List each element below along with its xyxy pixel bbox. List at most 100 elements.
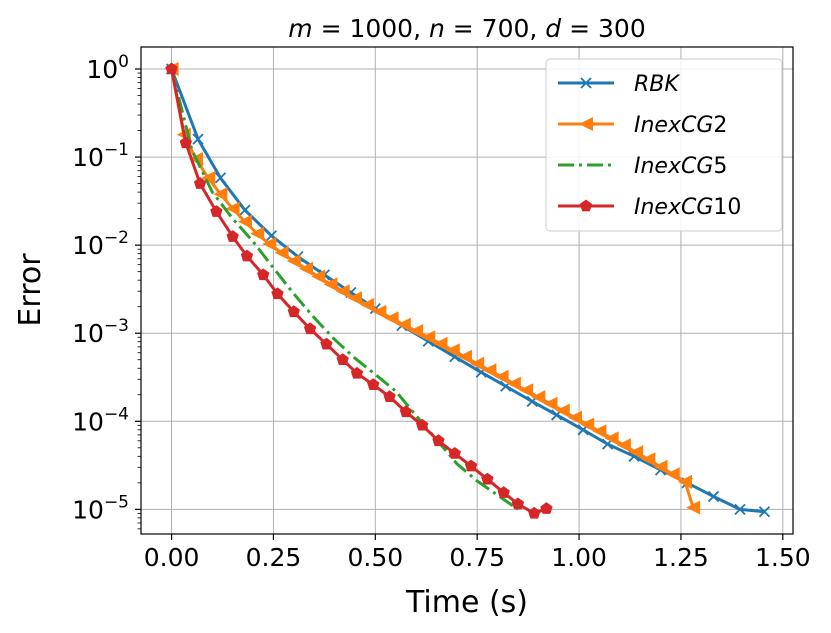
- data-point: [201, 170, 216, 185]
- data-point: [383, 390, 396, 402]
- y-tick-exponent: −3: [104, 316, 129, 336]
- data-point: [237, 214, 252, 229]
- marker-stroke: [707, 490, 720, 503]
- data-point: [335, 284, 350, 299]
- legend-label-number: 10: [713, 195, 741, 220]
- data-point: [421, 330, 436, 345]
- data-point: [629, 445, 644, 460]
- series-inexcg10: [165, 62, 553, 519]
- data-point: [257, 268, 270, 281]
- legend-label: InexCG10: [634, 195, 741, 220]
- data-point: [179, 136, 193, 149]
- data-point: [193, 177, 207, 189]
- data-point: [262, 237, 277, 252]
- y-tick-exponent: 0: [118, 52, 129, 72]
- data-point: [360, 297, 375, 312]
- data-point: [758, 506, 771, 518]
- data-point: [336, 353, 349, 365]
- data-point: [165, 62, 178, 75]
- data-point: [506, 376, 521, 391]
- data-point: [320, 337, 333, 350]
- series-line: [170, 68, 548, 515]
- data-point: [432, 434, 445, 447]
- chart-title: m = 1000, n = 700, d = 300: [288, 14, 645, 43]
- plot-frame: [140, 46, 794, 535]
- data-point: [396, 317, 411, 332]
- data-point: [531, 390, 546, 405]
- x-tick-label: 0.75: [449, 543, 505, 572]
- marker-stroke: [758, 506, 771, 518]
- y-tick-base: 10: [72, 319, 104, 348]
- legend-box: [545, 58, 783, 232]
- y-tick-base: 10: [72, 143, 104, 172]
- data-point: [350, 366, 364, 379]
- data-point: [653, 459, 668, 474]
- data-point: [481, 472, 494, 485]
- data-point: [464, 459, 478, 472]
- data-point: [445, 343, 460, 358]
- x-tick-label: 1.50: [755, 543, 811, 572]
- data-point: [415, 418, 429, 431]
- legend-item: InexCG2: [558, 113, 727, 138]
- data-point: [592, 424, 607, 439]
- marker-stroke: [239, 204, 251, 216]
- data-point: [641, 452, 656, 467]
- title-part: = 700,: [445, 14, 545, 43]
- y-tick-base: 10: [72, 495, 104, 524]
- data-point: [616, 438, 631, 453]
- data-point: [372, 304, 387, 319]
- y-tick-label: 10−2: [72, 228, 129, 260]
- data-point: [226, 230, 239, 242]
- y-tick-exponent: −4: [104, 404, 129, 424]
- data-point: [678, 474, 693, 489]
- legend-label-base: InexCG: [634, 195, 713, 220]
- data-point: [580, 417, 595, 432]
- x-axis-label: Time (s): [405, 585, 528, 620]
- data-point: [214, 172, 227, 184]
- x-tick-label: 0.00: [144, 543, 200, 572]
- y-tick-exponent: −2: [104, 228, 129, 248]
- y-tick-base: 10: [86, 55, 118, 84]
- legend-label-number: 5: [713, 154, 727, 179]
- data-point: [250, 226, 265, 241]
- marker-stroke: [214, 172, 227, 184]
- marker-stroke: [734, 503, 746, 515]
- data-point: [239, 204, 251, 216]
- legend-item: RBK: [558, 72, 680, 97]
- marker-stroke: [192, 133, 204, 145]
- y-tick-label: 10−3: [72, 316, 129, 348]
- title-part: d: [545, 14, 561, 43]
- y-tick-exponent: −5: [104, 492, 129, 512]
- data-point: [347, 291, 362, 306]
- data-point: [303, 322, 317, 335]
- legend: RBK InexCG2 InexCG5 InexCG10: [545, 58, 783, 232]
- data-point: [482, 363, 497, 378]
- data-point: [287, 305, 300, 318]
- data-point: [707, 490, 720, 503]
- legend-label: InexCG2: [634, 113, 727, 138]
- data-point: [210, 205, 223, 217]
- y-tick-label: 10−4: [72, 404, 129, 436]
- series-layer: [164, 62, 771, 519]
- data-point: [384, 311, 399, 326]
- data-point: [519, 383, 534, 398]
- data-point: [734, 503, 746, 515]
- title-part: n: [429, 14, 445, 43]
- data-point: [367, 378, 380, 390]
- legend-label: RBK: [634, 72, 680, 97]
- series-inexcg2: [164, 62, 701, 515]
- data-point: [497, 486, 510, 498]
- title-part: m: [288, 14, 312, 43]
- data-point: [240, 249, 254, 262]
- data-point: [299, 261, 314, 276]
- data-point: [448, 447, 461, 459]
- data-point: [543, 396, 558, 411]
- data-point: [311, 269, 326, 284]
- data-point: [604, 431, 619, 446]
- y-tick-base: 10: [72, 231, 104, 260]
- data-point: [399, 405, 413, 418]
- data-point: [271, 287, 284, 300]
- y-tick-base: 10: [72, 407, 104, 436]
- legend-label: InexCG5: [634, 154, 727, 179]
